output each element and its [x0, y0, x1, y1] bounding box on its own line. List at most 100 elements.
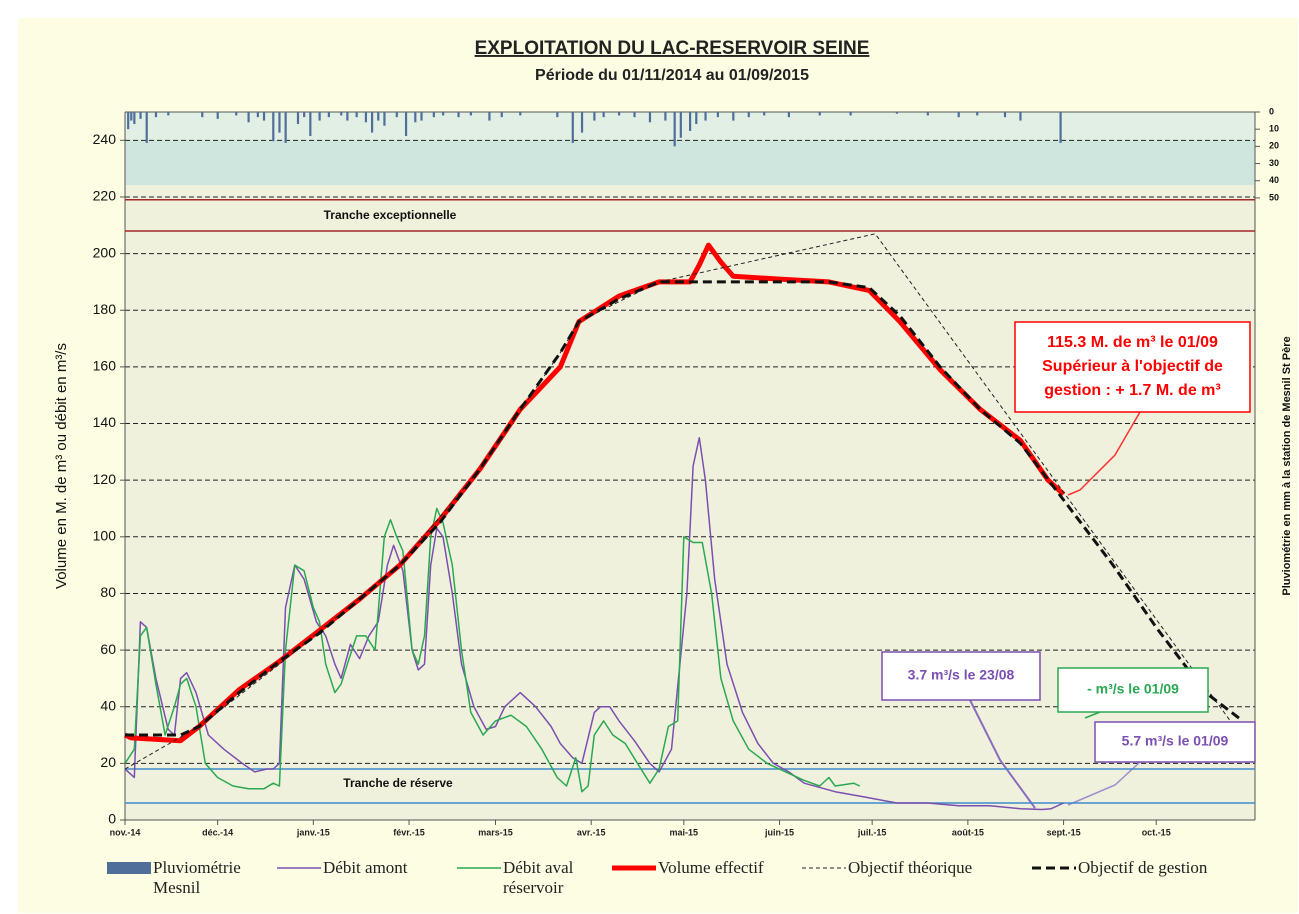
legend-item: Volume effectif: [610, 858, 808, 878]
rain-bar: [364, 112, 368, 123]
series-line: [124, 436, 1064, 811]
rain-bar: [763, 112, 766, 116]
x-tick-label: août-15: [952, 827, 984, 837]
rain-bar: [593, 112, 596, 121]
rain-bar: [1019, 112, 1022, 121]
rain-bar: [648, 112, 652, 123]
y-tick-label: 60: [100, 641, 116, 657]
legend-swatch: [1032, 866, 1076, 870]
plot-area: [125, 112, 1255, 820]
x-tick-label: avr.-15: [577, 827, 606, 837]
rain-bar: [139, 112, 142, 119]
rain-bar: [377, 112, 380, 121]
rain-bar: [256, 112, 259, 118]
rain-bar: [127, 112, 130, 130]
callout-text: Supérieur à l'objectif de: [1042, 358, 1223, 375]
rain-bar: [327, 112, 330, 118]
rain-bar: [976, 112, 979, 116]
callout-text: 3.7 m³/s le 23/08: [908, 667, 1015, 683]
callout-leader: [1067, 411, 1141, 496]
rain-bar: [262, 112, 266, 121]
rain-bar: [673, 112, 676, 147]
legend-item: Débit aval réservoir: [455, 858, 603, 898]
legend-label: Objectif de gestion: [1078, 858, 1208, 877]
y-tick-label: 80: [100, 584, 116, 600]
rain-bar: [370, 112, 374, 133]
rain-bar: [571, 112, 574, 143]
legend-label: Objectif théorique: [848, 858, 973, 877]
rain-bar: [130, 112, 133, 121]
rain-bar: [689, 112, 692, 131]
y-tick-label: 220: [93, 188, 117, 204]
rain-bar: [340, 112, 343, 116]
y-tick-label: 20: [100, 754, 116, 770]
legend-swatch: [277, 867, 321, 869]
rain-bar: [617, 112, 621, 116]
rain-bar: [346, 112, 349, 121]
series-line: [124, 507, 861, 793]
y-tick-label: 100: [93, 528, 117, 544]
rain-bar: [420, 112, 423, 121]
rain-bar: [278, 112, 281, 133]
x-tick-label: nov.-14: [110, 827, 141, 837]
callout-box: [1014, 321, 1251, 413]
x-tick-label: déc.-14: [202, 827, 233, 837]
rain-bar: [500, 112, 503, 118]
rain-bar: [201, 112, 204, 118]
y-axis-label: Volume en M. de m³ ou débit en m³/s: [53, 343, 70, 589]
rain-bar: [580, 112, 584, 133]
legend-item: Objectif de gestion: [1030, 858, 1258, 878]
y-tick-label: 200: [93, 244, 117, 260]
rain-bar: [519, 112, 522, 116]
rain-bar: [849, 112, 852, 116]
rain-bar: [383, 112, 386, 126]
y-tick-label: 180: [93, 301, 117, 317]
callout-box: [1057, 667, 1209, 713]
legend-label: Pluviométrie Mesnil: [153, 858, 241, 897]
rain-bar: [469, 112, 472, 116]
rain-bar: [133, 112, 136, 125]
y-tick-label: 140: [93, 414, 117, 430]
rain-bar: [1003, 112, 1007, 118]
rain-bar: [395, 112, 398, 118]
rain-bar: [303, 112, 306, 118]
y-tick-label: 240: [93, 131, 117, 147]
rain-bar: [145, 112, 148, 143]
x-tick-label: juil.-15: [857, 827, 887, 837]
rain-bar: [272, 112, 275, 142]
rain-bar: [787, 112, 790, 118]
rain-bar: [556, 112, 559, 118]
zone-label: Tranche de réserve: [343, 776, 453, 790]
rain-bar: [432, 112, 435, 118]
rain-bar: [664, 112, 667, 121]
legend-label: Débit amont: [323, 858, 408, 877]
legend-label: Volume effectif: [658, 858, 764, 877]
rain-bar: [404, 112, 408, 137]
y-tick-label: 40: [100, 697, 116, 713]
x-tick-label: févr.-15: [393, 827, 425, 837]
series-line: [124, 233, 1231, 770]
rain-bar: [957, 112, 960, 118]
legend-item: Pluviométrie Mesnil: [105, 858, 273, 898]
rain-bar: [414, 112, 417, 123]
rain-bar: [167, 112, 170, 116]
rain-bar: [247, 112, 250, 123]
rain-bar: [732, 112, 735, 121]
callout-text: - m³/s le 01/09: [1087, 681, 1179, 697]
rain-bar: [442, 112, 445, 116]
rain-bar: [318, 112, 321, 121]
legend-swatch: [107, 862, 151, 874]
rain-bar: [154, 112, 158, 118]
callout-box: [881, 651, 1041, 701]
rain-bar: [216, 112, 219, 119]
x-tick-label: sept.-15: [1047, 827, 1081, 837]
callout-leader: [969, 699, 1036, 809]
x-tick-label: oct.-15: [1142, 827, 1171, 837]
rain-bar: [488, 112, 491, 121]
rain-bar: [355, 112, 358, 118]
rain-bar: [704, 112, 707, 121]
callout-text: 115.3 M. de m³ le 01/09: [1047, 334, 1218, 351]
rain-bar: [633, 112, 636, 118]
